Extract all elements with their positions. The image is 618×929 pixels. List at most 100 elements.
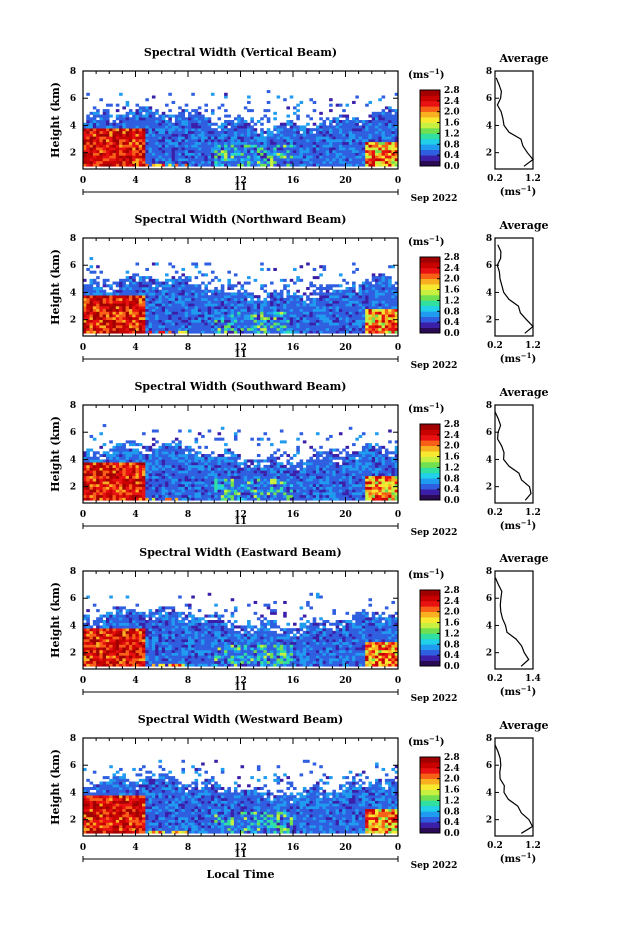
heatmap-cell [224, 462, 228, 466]
heatmap-cell [122, 292, 126, 296]
heatmap-cell [391, 319, 396, 323]
heatmap-cell [240, 155, 245, 159]
heatmap-cell [132, 489, 136, 493]
heatmap-cell [171, 114, 176, 118]
heatmap-cell [289, 278, 294, 282]
heatmap-cell [86, 128, 90, 132]
heatmap-cell [109, 456, 113, 460]
heatmap-cell [138, 464, 143, 468]
heatmap-cell [338, 103, 343, 107]
heatmap-cell [138, 462, 143, 466]
heatmap-cell [266, 486, 271, 490]
heatmap-cell [112, 163, 117, 167]
heatmap-cell [260, 160, 264, 164]
heatmap-cell [283, 133, 287, 137]
heatmap-cell [266, 117, 271, 121]
heatmap-cell [332, 125, 336, 129]
heatmap-cell [319, 149, 323, 153]
heatmap-cell [207, 144, 212, 148]
heatmap-cell [266, 483, 271, 487]
heatmap-cell [302, 152, 307, 156]
heatmap-cell [161, 467, 166, 471]
heatmap-cell [375, 136, 379, 140]
heatmap-cell [348, 144, 353, 148]
heatmap-cell [155, 483, 159, 487]
heatmap-cell [384, 128, 389, 132]
heatmap-cell [188, 308, 192, 312]
heatmap-cell [155, 470, 159, 474]
heatmap-cell [115, 445, 120, 449]
colorbar-tick-label: 1.2 [444, 296, 460, 306]
heatmap-cell [263, 300, 268, 304]
heatmap-cell [345, 128, 350, 132]
heatmap-cell [322, 314, 327, 318]
heatmap-cell [109, 464, 113, 468]
heatmap-cell [335, 300, 340, 304]
heatmap-cell [227, 325, 231, 329]
heatmap-cell [237, 316, 241, 320]
heatmap-cell [335, 125, 340, 129]
colorbar-band [420, 300, 440, 304]
heatmap-cell [171, 322, 176, 326]
heatmap-cell [145, 158, 149, 162]
heatmap-cell [214, 295, 218, 299]
heatmap-cell [296, 144, 300, 148]
heatmap-cell [178, 295, 182, 299]
heatmap-cell [151, 475, 156, 479]
heatmap-cell [125, 494, 130, 498]
heatmap-cell [122, 486, 126, 490]
heatmap-cell [279, 492, 284, 496]
heatmap-cell [224, 478, 228, 482]
heatmap-cell [178, 475, 182, 479]
heatmap-cell [283, 287, 287, 291]
heatmap-cell [142, 308, 146, 312]
heatmap-cell [201, 128, 205, 132]
heatmap-cell [138, 325, 143, 329]
heatmap-cell [148, 327, 153, 331]
heatmap-cell [381, 122, 386, 126]
heatmap-cell [171, 445, 176, 449]
heatmap-cell [155, 155, 159, 159]
heatmap-cell [325, 322, 330, 326]
heatmap-cell [168, 160, 172, 164]
heatmap-cell [119, 459, 123, 463]
heatmap-cell [188, 139, 192, 143]
colorbar-band [420, 90, 440, 94]
heatmap-cell [263, 486, 268, 490]
heatmap-cell [109, 158, 113, 162]
heatmap-cell [358, 149, 363, 153]
heatmap-cell [83, 152, 87, 156]
heatmap-cell [375, 327, 379, 331]
heatmap-cell [161, 155, 166, 159]
heatmap-cell [178, 481, 182, 485]
heatmap-cell [142, 276, 146, 280]
heatmap-cell [391, 316, 396, 320]
heatmap-cell [89, 483, 94, 487]
heatmap-cell [378, 281, 382, 285]
heatmap-cell [365, 311, 369, 315]
heatmap-cell [348, 325, 353, 329]
heatmap-cell [102, 141, 107, 145]
heatmap-cell [279, 122, 284, 126]
heatmap-cell [128, 319, 133, 323]
heatmap-cell [115, 327, 120, 331]
heatmap-cell [115, 130, 120, 134]
heatmap-cell [125, 475, 130, 479]
heatmap-cell [233, 125, 238, 129]
heatmap-cell [207, 492, 212, 496]
heatmap-cell [122, 155, 126, 159]
heatmap-cell [115, 322, 120, 326]
heatmap-cell [309, 136, 313, 140]
heatmap-cell [105, 292, 110, 296]
heatmap-cell [358, 289, 363, 293]
heatmap-cell [279, 473, 284, 477]
heatmap-cell [171, 278, 176, 282]
heatmap-cell [125, 464, 130, 468]
heatmap-cell [194, 327, 199, 331]
heatmap-cell [105, 141, 110, 145]
heatmap-cell [148, 456, 153, 460]
colorbar-band [420, 273, 440, 277]
heatmap-cell [358, 316, 363, 320]
heatmap-cell [86, 322, 90, 326]
